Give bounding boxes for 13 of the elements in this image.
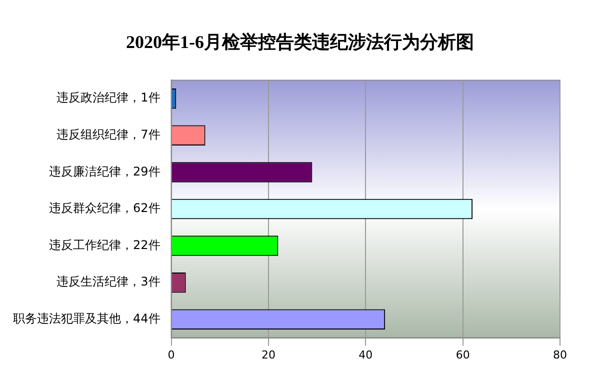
y-tick-label: 职务违法犯罪及其他，44件 <box>12 312 160 326</box>
x-tick-label: 40 <box>358 348 373 362</box>
y-tick-label: 违反政治纪律，1件 <box>56 90 160 105</box>
x-tick-label: 20 <box>261 348 276 362</box>
y-tick-label: 违反生活纪律，3件 <box>56 274 160 289</box>
y-tick-label: 违反群众纪律，62件 <box>48 201 160 216</box>
y-tick-label: 违反工作纪律，22件 <box>48 238 160 252</box>
x-tick-label: 0 <box>168 348 175 362</box>
chart-title: 2020年1-6月检举控告类违纪涉法行为分析图 <box>125 31 475 54</box>
y-tick-label: 违反组织纪律，7件 <box>56 128 160 142</box>
x-tick-label: 60 <box>456 348 470 362</box>
y-tick-label: 违反廉洁纪律，29件 <box>48 164 160 178</box>
x-tick-label: 80 <box>553 348 567 362</box>
